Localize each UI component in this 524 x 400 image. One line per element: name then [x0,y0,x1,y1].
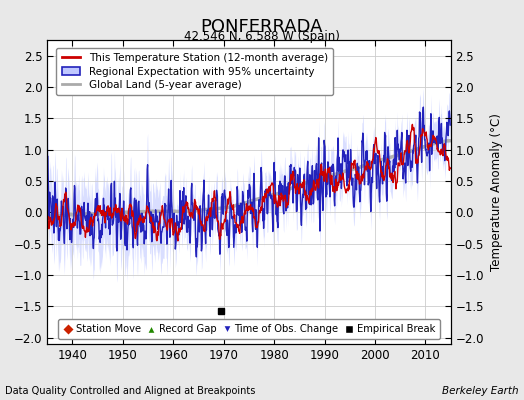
Legend: Station Move, Record Gap, Time of Obs. Change, Empirical Break: Station Move, Record Gap, Time of Obs. C… [58,319,440,339]
Text: Data Quality Controlled and Aligned at Breakpoints: Data Quality Controlled and Aligned at B… [5,386,256,396]
Text: Berkeley Earth: Berkeley Earth [442,386,519,396]
Text: 42.546 N, 6.588 W (Spain): 42.546 N, 6.588 W (Spain) [184,30,340,43]
Text: PONFERRADA: PONFERRADA [201,18,323,36]
Y-axis label: Temperature Anomaly (°C): Temperature Anomaly (°C) [489,113,503,271]
